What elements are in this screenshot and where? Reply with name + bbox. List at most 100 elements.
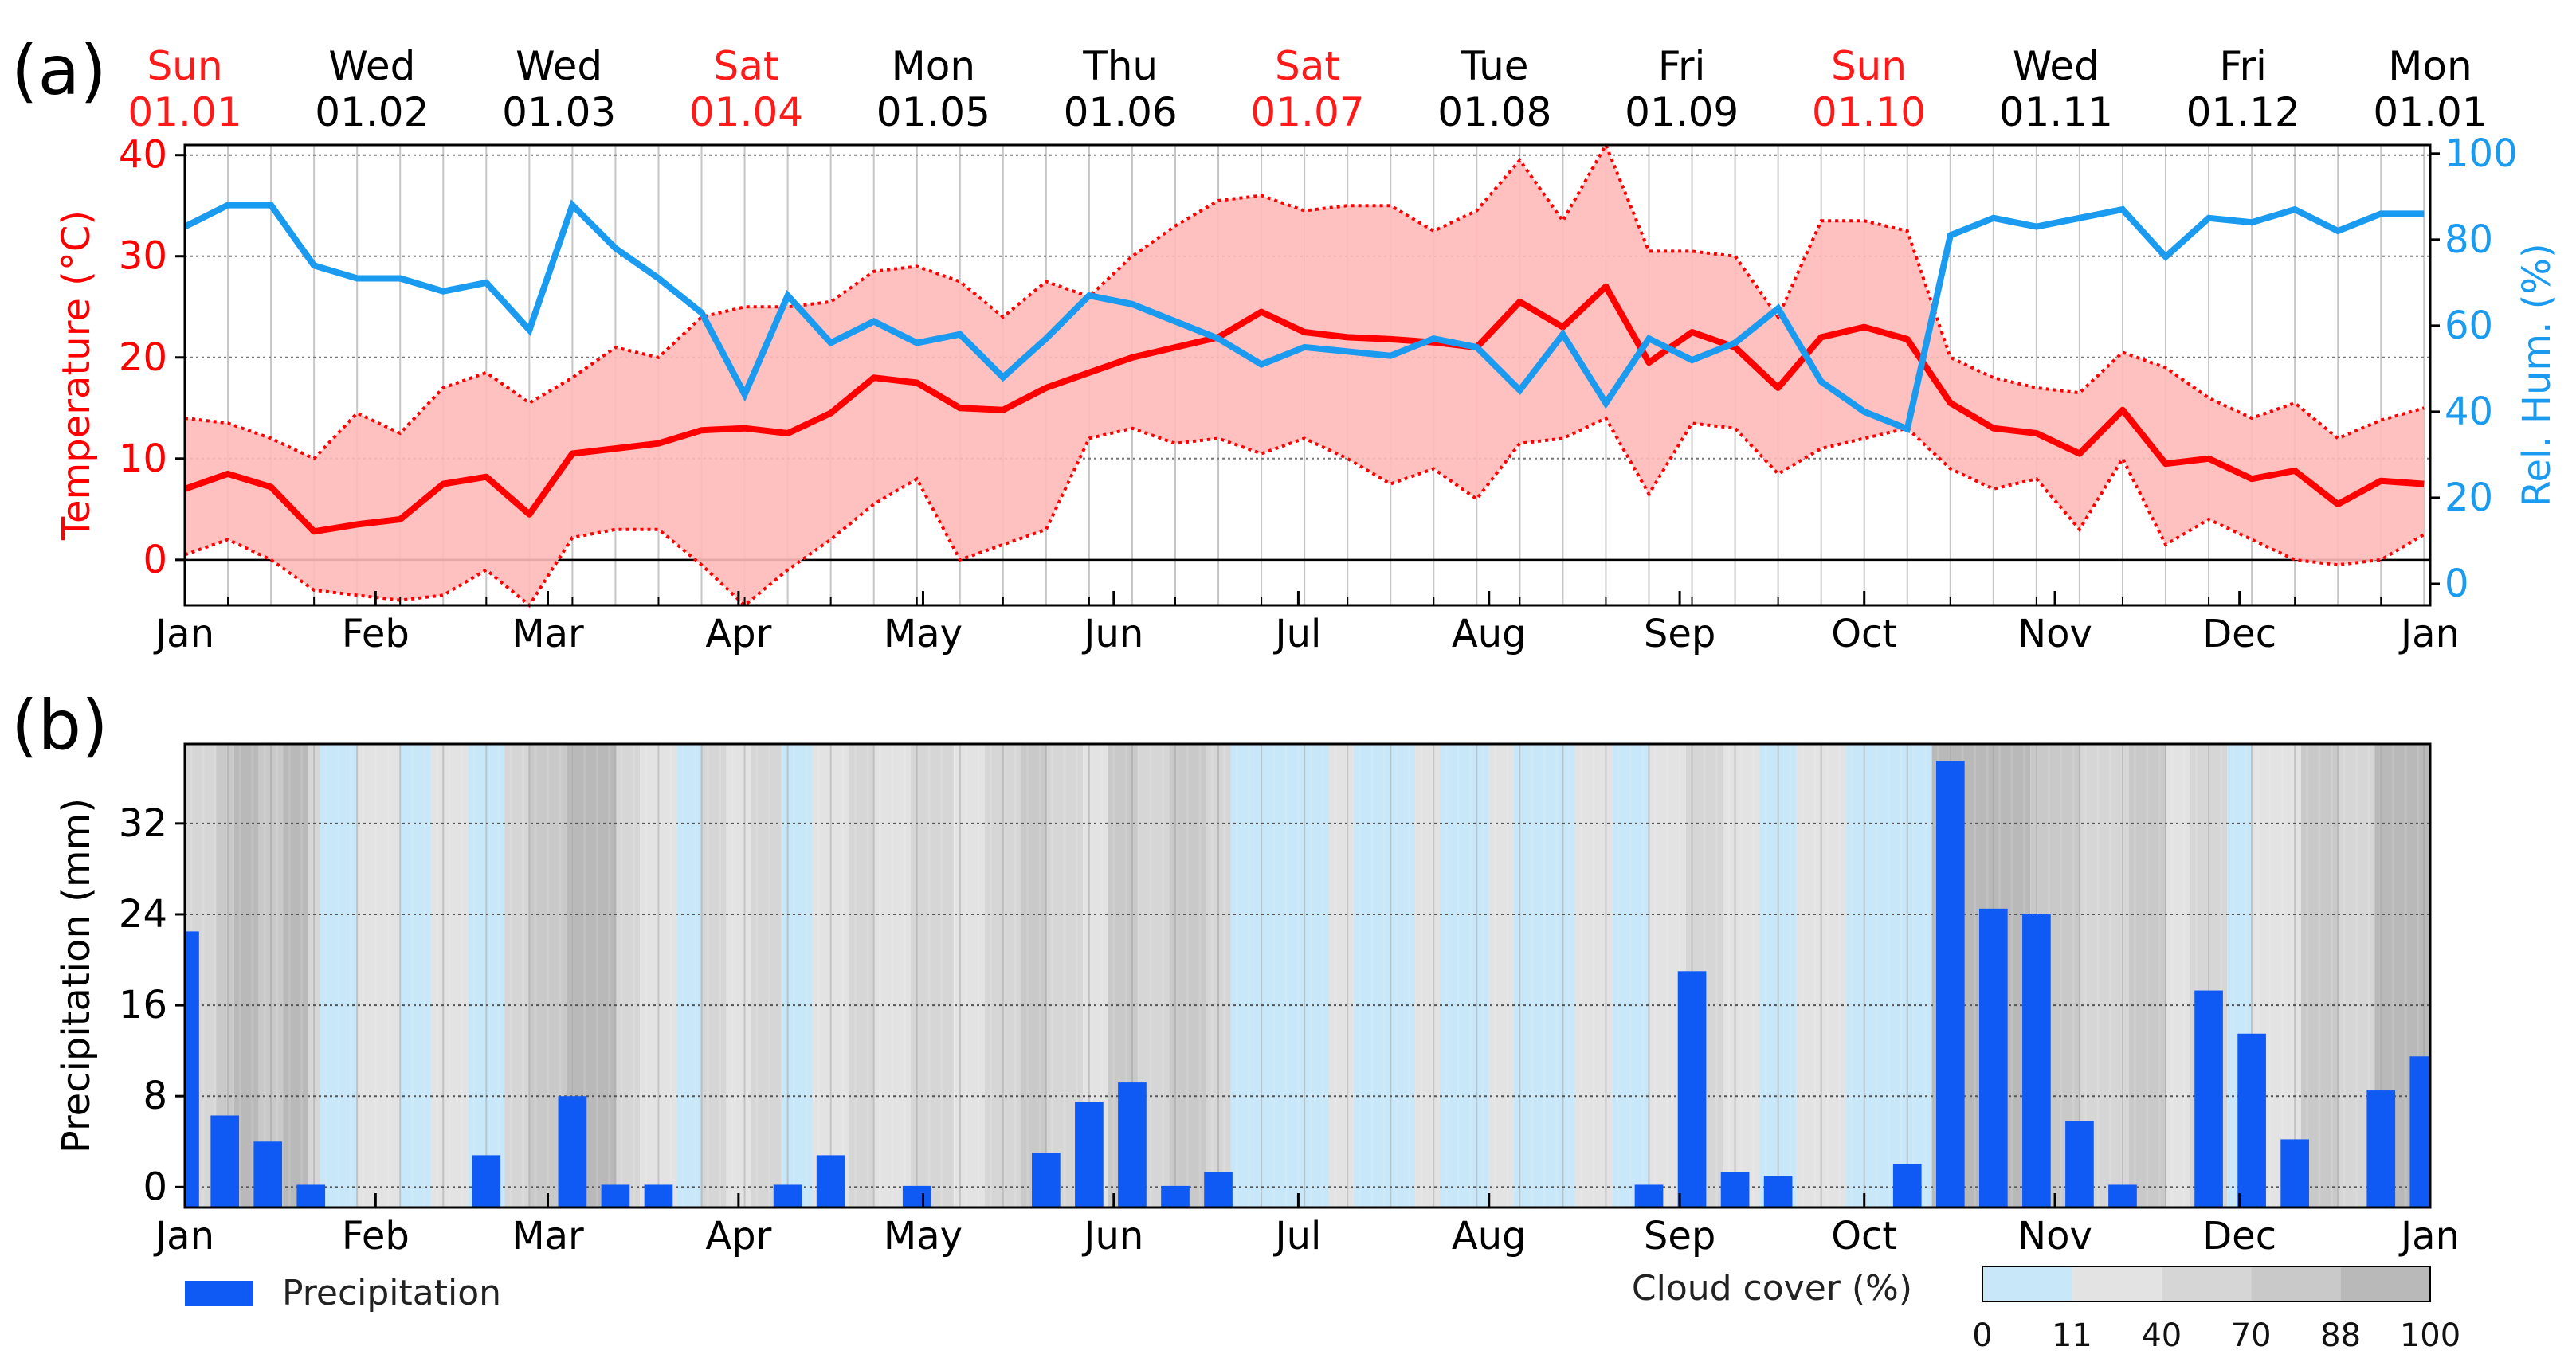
precipitation-bar (296, 1184, 326, 1207)
month-tick-label: Aug (1452, 612, 1527, 656)
precipitation-bar (1892, 1164, 1922, 1207)
top-axis-date: 01.09 (1625, 89, 1739, 135)
colorbar-segment (1982, 1266, 2072, 1301)
month-tick-label: Feb (342, 1214, 410, 1258)
cloud-cover-legend-title: Cloud cover (%) (1632, 1268, 1912, 1309)
cloud-cover-band (781, 744, 813, 1207)
precipitation-bar (1032, 1153, 1061, 1207)
temperature-axis-title: Temperature (°C) (54, 210, 99, 541)
precipitation-bar (1204, 1172, 1233, 1207)
month-tick-label: Mar (512, 1214, 584, 1258)
month-tick-label: May (884, 1214, 963, 1258)
precipitation-bar (1634, 1184, 1664, 1207)
cloud-cover-band (2128, 744, 2166, 1207)
precipitation-bar (773, 1184, 802, 1207)
precipitation-bar (1677, 971, 1707, 1207)
cloud-cover-band (1230, 744, 1330, 1207)
precipitation-bar (2065, 1121, 2094, 1207)
cloud-cover-band (1415, 744, 1440, 1207)
month-tick-label: Sep (1644, 612, 1715, 656)
cloud-cover-band (640, 744, 677, 1207)
cloud-cover-band (1796, 744, 1846, 1207)
panel-label-b: (b) (11, 686, 108, 765)
precipitation-bar (1935, 761, 1965, 1207)
humidity-axis-title: Rel. Hum. (%) (2515, 243, 2559, 507)
cloud-cover-band (400, 744, 431, 1207)
top-axis-weekday: Tue (1460, 43, 1528, 89)
precipitation-bar (2409, 1056, 2430, 1207)
precipitation-bar (253, 1141, 283, 1207)
humidity-tick-label: 60 (2445, 303, 2493, 348)
month-tick-label: Jan (2398, 612, 2460, 656)
precipitation-bar (1763, 1176, 1793, 1207)
colorbar-segment (2161, 1266, 2252, 1301)
temperature-tick-label: 0 (143, 538, 167, 582)
relative-humidity-line (183, 199, 2425, 433)
cloud-cover-band (2166, 744, 2190, 1207)
cloud-cover-band (812, 744, 849, 1207)
panel-b-precipitation-bars (185, 761, 2430, 1207)
precipitation-bar (902, 1185, 931, 1207)
precipitation-bar (2280, 1139, 2309, 1207)
precipitation-bar (2237, 1033, 2266, 1207)
cloud-cover-band (1513, 744, 1575, 1207)
month-tick-label: Mar (512, 612, 584, 656)
cloud-cover-band (751, 744, 782, 1207)
cloud-cover-band (676, 744, 702, 1207)
colorbar-tick-label: 40 (2141, 1317, 2182, 1354)
temperature-mean-line (183, 283, 2425, 535)
temperature-range-band (185, 145, 2425, 605)
cloud-cover-band (1845, 744, 1932, 1207)
cloud-cover-band (1439, 744, 1489, 1207)
top-axis-weekday: Mon (892, 43, 975, 89)
top-axis-weekday: Thu (1082, 43, 1158, 89)
colorbar-tick-label: 11 (2052, 1317, 2092, 1354)
month-tick-label: Dec (2202, 612, 2276, 656)
cloud-cover-band (258, 744, 284, 1207)
precipitation-axis-title: Precipitation (mm) (54, 798, 99, 1153)
humidity-tick-label: 80 (2445, 217, 2493, 262)
top-axis-date: 01.08 (1437, 89, 1551, 135)
top-axis-date: 01.02 (315, 89, 429, 135)
precipitation-bar (1075, 1102, 1104, 1207)
cloud-cover-band (1723, 744, 1760, 1207)
temperature-tick-label: 40 (119, 133, 167, 178)
precipitation-bar (1161, 1185, 1190, 1207)
humidity-tick-label: 20 (2445, 476, 2493, 520)
top-axis-date: 01.01 (127, 89, 241, 135)
temperature-tick-label: 20 (119, 335, 167, 380)
precipitation-bar (1118, 1082, 1147, 1207)
cloud-cover-band (726, 744, 751, 1207)
colorbar-tick-label: 70 (2231, 1317, 2272, 1354)
cloud-cover-band (215, 744, 234, 1207)
cloud-cover-band (1206, 744, 1231, 1207)
top-axis-weekday: Mon (2388, 43, 2472, 89)
cloud-cover-band (1329, 744, 1354, 1207)
cloud-cover-band (1488, 744, 1514, 1207)
panel-a-axes: 0 10 20 30 40 0 20 40 60 80 100 Temperature (°C) Rel… (54, 131, 2559, 656)
cloud-cover-band (984, 744, 1021, 1207)
top-axis-date: 01.07 (1250, 89, 1364, 135)
temperature-min-line (184, 416, 2425, 608)
month-tick-label: Oct (1831, 1214, 1897, 1258)
precipitation-bar (2022, 914, 2051, 1207)
top-axis-weekday: Wed (328, 43, 415, 89)
panel-b-axes: 0 8 16 24 32 Precipitation (mm) Jan Feb Mar Apr Ma… (54, 742, 2460, 1258)
humidity-tick-label: 40 (2445, 389, 2493, 434)
precipitation-bar (472, 1155, 501, 1207)
colorbar-segment (2251, 1266, 2341, 1301)
month-tick-label: Jan (2398, 1214, 2460, 1258)
cloud-cover-band (1353, 744, 1416, 1207)
month-tick-label: Jan (153, 1214, 214, 1258)
month-tick-label: May (884, 612, 963, 656)
precipitation-bar (1979, 908, 2008, 1207)
precipitation-bar (644, 1184, 673, 1207)
cloud-cover-band (357, 744, 401, 1207)
cloud-cover-band (2300, 744, 2339, 1207)
cloud-cover-band (1759, 744, 1797, 1207)
precipitation-bar (2108, 1184, 2137, 1207)
precipitation-bar (816, 1155, 845, 1207)
month-tick-label: Jul (1272, 1214, 1321, 1258)
legend-precipitation-label: Precipitation (282, 1273, 501, 1313)
